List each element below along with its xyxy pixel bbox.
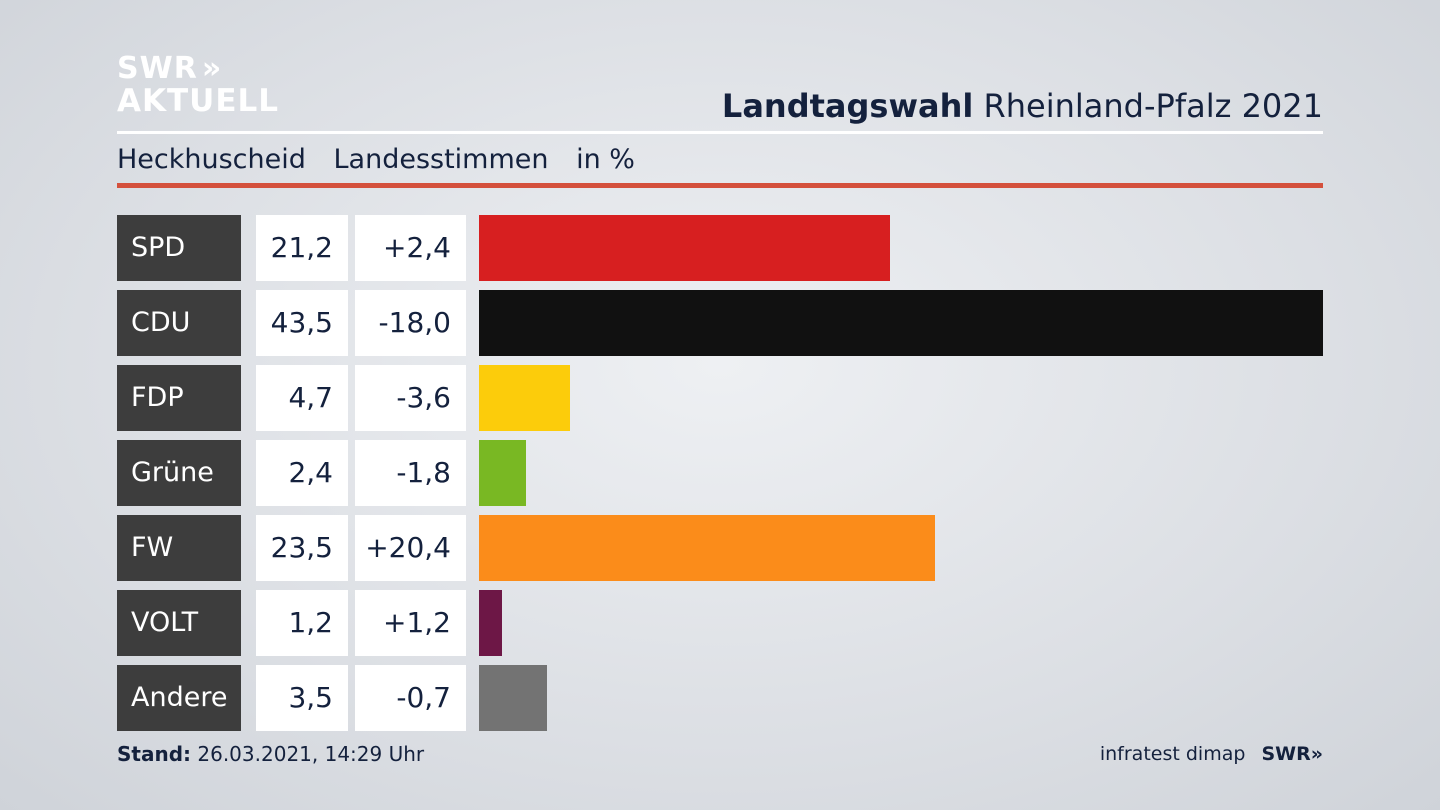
vote-share-value: 21,2 (256, 215, 348, 281)
result-bar (479, 665, 547, 731)
result-bar (479, 515, 935, 581)
result-row: FW 23,5 +20,4 (117, 515, 1323, 581)
result-row: Grüne 2,4 -1,8 (117, 440, 1323, 506)
vote-type: Landesstimmen (333, 144, 549, 175)
vote-change-value: -1,8 (355, 440, 466, 506)
stand-value: 26.03.2021, 14:29 Uhr (197, 742, 425, 766)
vote-change-value: -18,0 (355, 290, 466, 356)
swr-logo-small: SWR» (1261, 743, 1323, 765)
vote-share-value: 2,4 (256, 440, 348, 506)
party-label: FW (117, 515, 241, 581)
party-label: SPD (117, 215, 241, 281)
vote-change-value: -3,6 (355, 365, 466, 431)
vote-change-value: +2,4 (355, 215, 466, 281)
party-label: VOLT (117, 590, 241, 656)
vote-share-value: 3,5 (256, 665, 348, 731)
stand-label: Stand: (117, 742, 192, 766)
result-bar (479, 440, 526, 506)
result-bar (479, 215, 890, 281)
vote-share-value: 4,7 (256, 365, 348, 431)
result-row: Andere 3,5 -0,7 (117, 665, 1323, 731)
result-row: SPD 21,2 +2,4 (117, 215, 1323, 281)
party-label: FDP (117, 365, 241, 431)
result-bar (479, 365, 570, 431)
header-divider (117, 131, 1323, 134)
unit-label: in % (576, 144, 635, 175)
party-label: Andere (117, 665, 241, 731)
swr-aktuell-logo: SWR» AKTUELL (117, 51, 280, 122)
result-row: CDU 43,5 -18,0 (117, 290, 1323, 356)
chart-subtitle: Heckhuscheid Landesstimmen in % (117, 143, 654, 177)
party-label: Grüne (117, 440, 241, 506)
vote-change-value: +20,4 (355, 515, 466, 581)
vote-share-value: 43,5 (256, 290, 348, 356)
title-rest: Rheinland-Pfalz 2021 (983, 87, 1323, 125)
accent-divider (117, 183, 1323, 188)
result-bar (479, 590, 502, 656)
vote-change-value: -0,7 (355, 665, 466, 731)
source-name: infratest dimap (1099, 743, 1246, 765)
logo-line1: SWR» (117, 51, 223, 86)
district-name: Heckhuscheid (117, 144, 306, 175)
result-row: FDP 4,7 -3,6 (117, 365, 1323, 431)
timestamp: Stand: 26.03.2021, 14:29 Uhr (117, 740, 424, 768)
party-label: CDU (117, 290, 241, 356)
page-title: Landtagswahl Rheinland-Pfalz 2021 (722, 86, 1323, 126)
vote-share-value: 1,2 (256, 590, 348, 656)
vote-change-value: +1,2 (355, 590, 466, 656)
source-credit: infratest dimap SWR» (1100, 740, 1323, 768)
result-bar (479, 290, 1323, 356)
title-bold: Landtagswahl (721, 87, 974, 125)
result-row: VOLT 1,2 +1,2 (117, 590, 1323, 656)
logo-line2: AKTUELL (117, 83, 280, 119)
vote-share-value: 23,5 (256, 515, 348, 581)
